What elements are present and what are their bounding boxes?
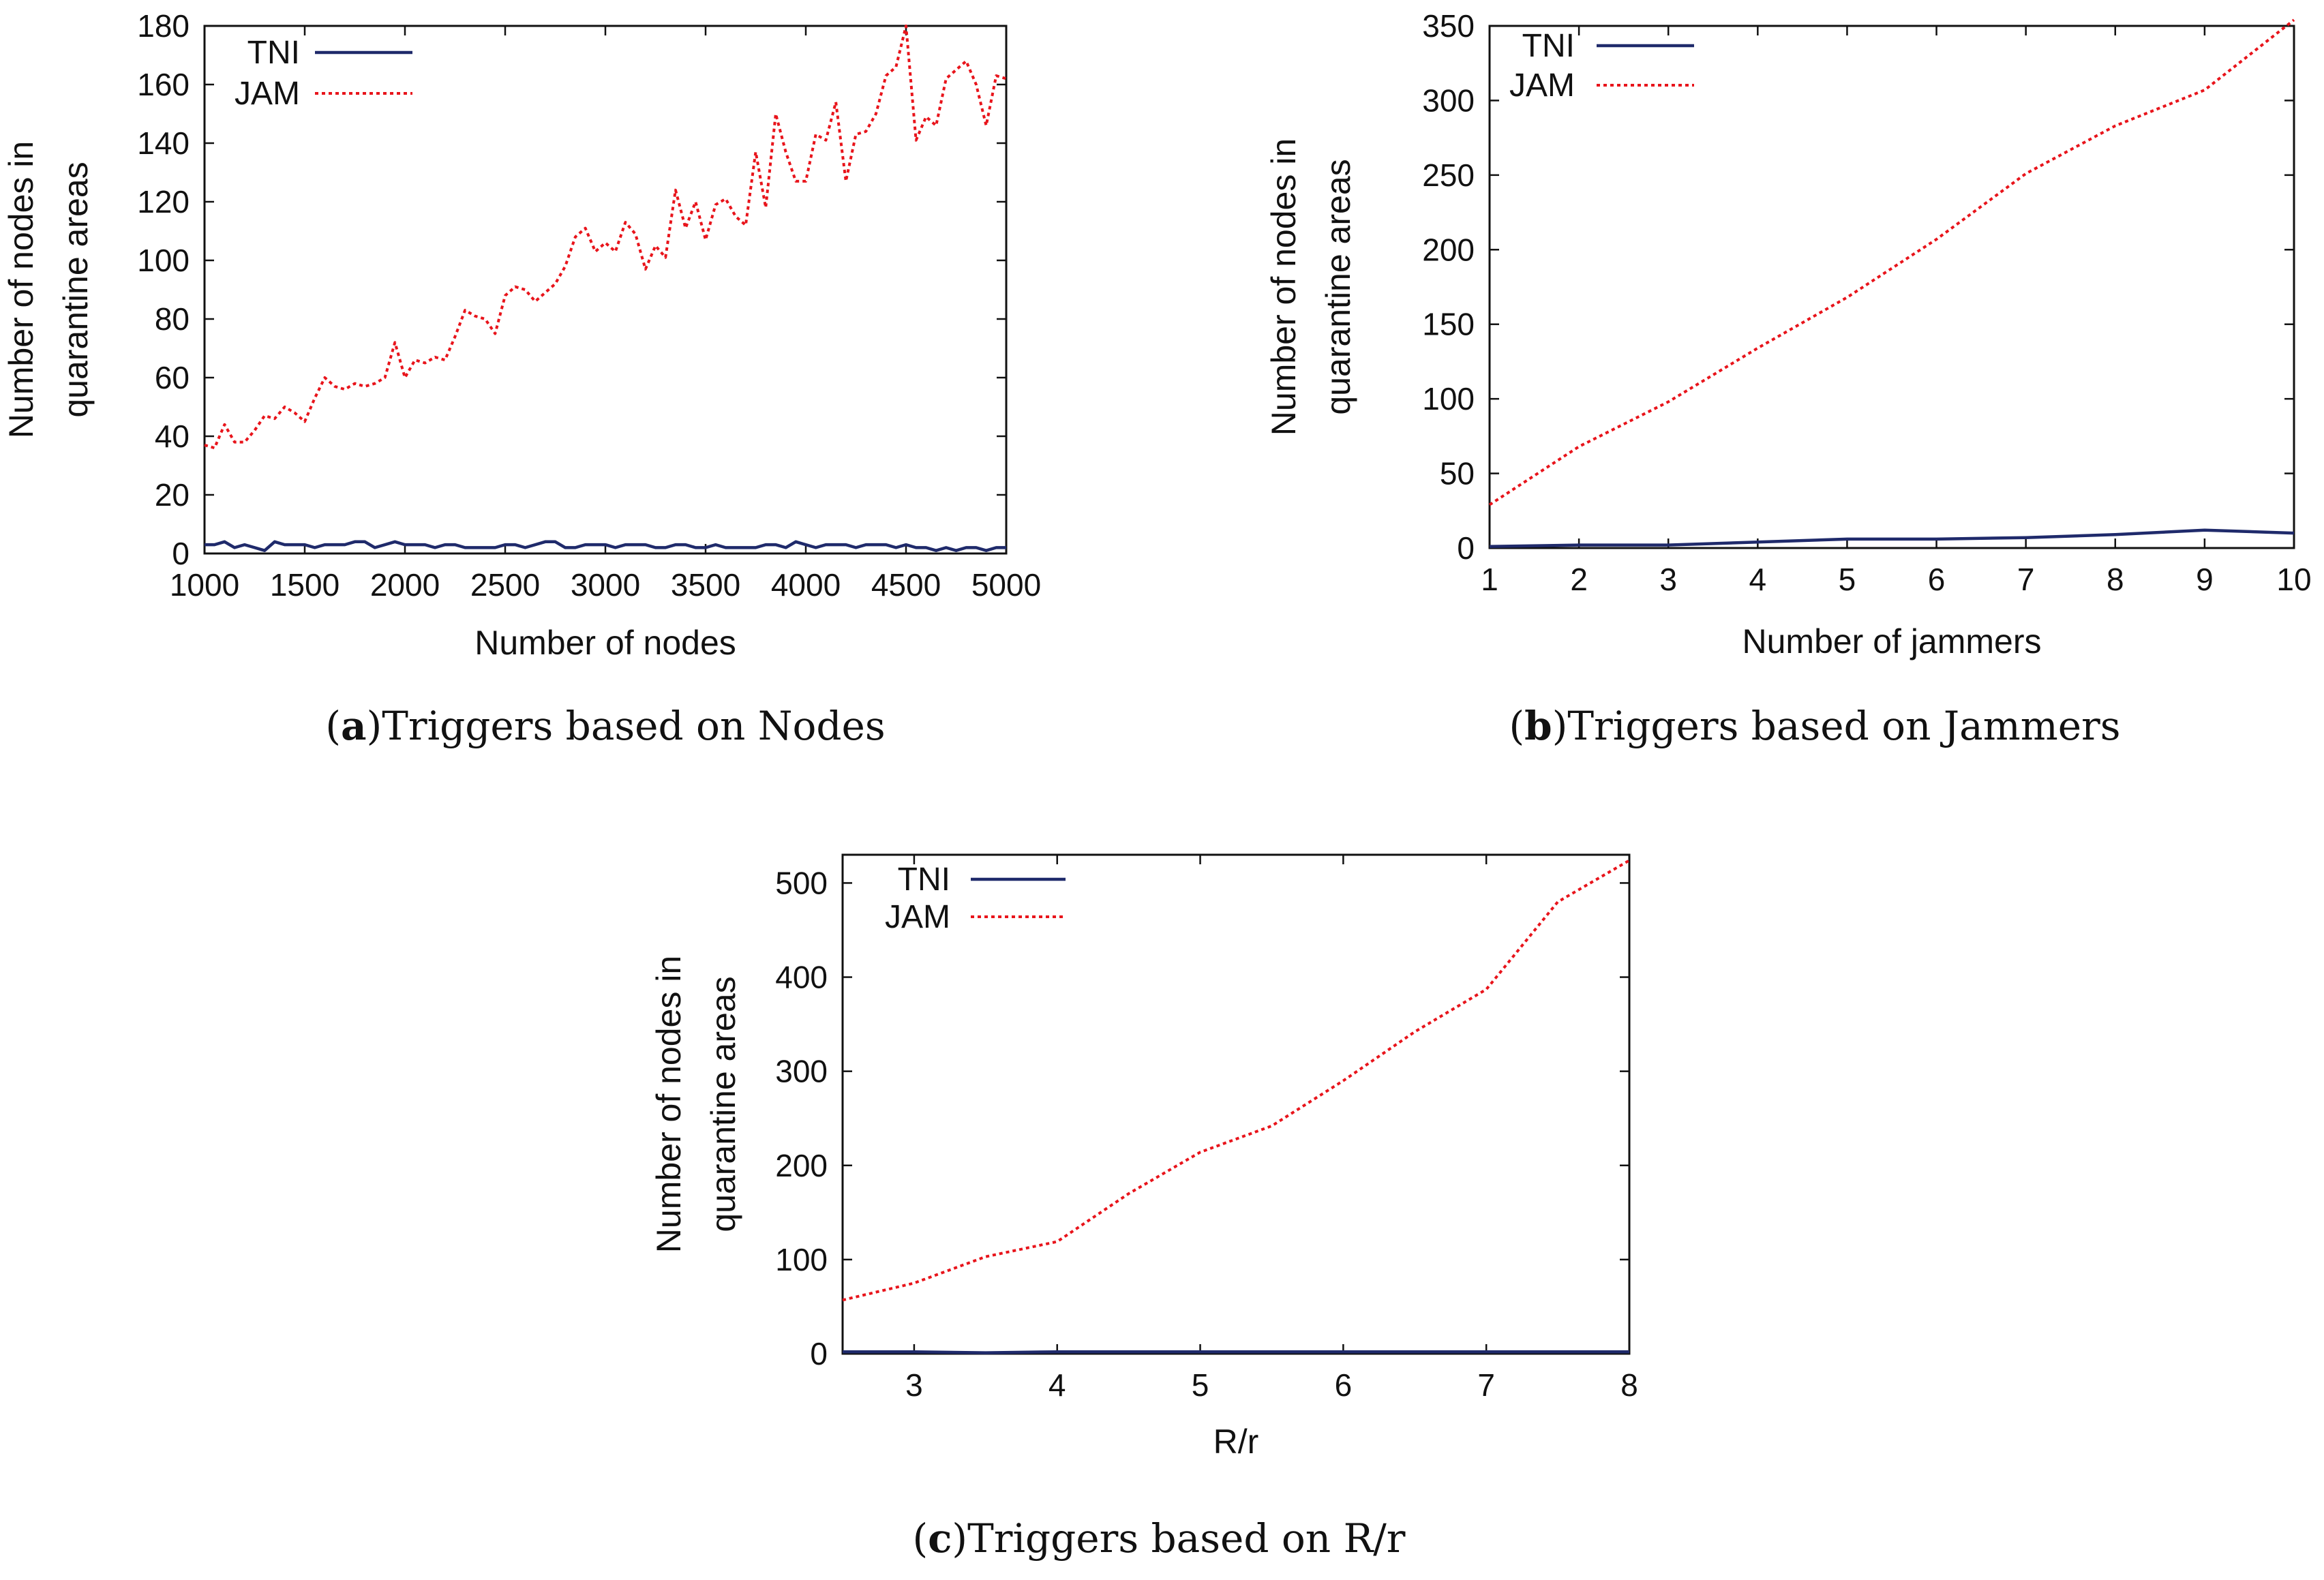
x-tick-label: 5: [1192, 1367, 1209, 1403]
y-axis-label-line2: quarantine areas: [1319, 159, 1357, 414]
plot-frame: [203, 25, 1008, 555]
series-line-jam: [842, 859, 1631, 1302]
caption-letter: c: [928, 1515, 952, 1562]
x-tick-label: 8: [2107, 562, 2124, 597]
y-tick-label: 80: [155, 301, 190, 337]
y-tick-label: 0: [1457, 530, 1475, 566]
caption: (a)Triggers based on Nodes: [325, 703, 885, 749]
series-line-tni: [205, 540, 1006, 552]
plot-frame: [1488, 25, 2295, 549]
series-line-jam: [1488, 18, 2295, 506]
y-axis-label-line1: Number of nodes in: [1265, 138, 1303, 436]
caption-letter: a: [341, 703, 367, 749]
x-axis-label: R/r: [1213, 1423, 1259, 1461]
x-tick-label: 1: [1481, 562, 1498, 597]
series-line-tni: [1489, 528, 2295, 549]
y-tick-label: 180: [137, 8, 190, 44]
x-tick-label: 4000: [771, 567, 841, 603]
y-tick-label: 0: [810, 1336, 828, 1371]
x-tick-label: 3: [1659, 562, 1677, 597]
y-tick-label: 0: [172, 536, 190, 571]
y-tick-label: 250: [1422, 157, 1475, 193]
x-tick-label: 8: [1620, 1367, 1638, 1403]
legend-label-jam: JAM: [235, 76, 300, 112]
x-tick-label: 3500: [671, 567, 740, 603]
chart-c: 3 4 5 6 7 8 0 100 200 300 400 500 R/r Number of nodes…: [650, 853, 1638, 1562]
caption-letter: b: [1524, 703, 1552, 749]
x-tick-label: 1500: [270, 567, 339, 603]
legend-label-jam: JAM: [885, 899, 950, 935]
legend-label-tni: TNI: [247, 35, 300, 71]
y-axis-label-line1: Number of nodes in: [650, 956, 688, 1253]
y-tick-label: 400: [775, 960, 828, 995]
y-axis-label-line2: quarantine areas: [704, 976, 742, 1232]
x-tick-label: 4: [1749, 562, 1767, 597]
x-tick-label: 4500: [871, 567, 941, 603]
x-tick-label: 6: [1928, 562, 1946, 597]
y-tick-label: 60: [155, 360, 190, 395]
x-tick-label: 7: [2017, 562, 2035, 597]
y-tick-label: 100: [775, 1242, 828, 1277]
y-tick-label: 100: [137, 243, 190, 278]
x-tick-label: 1000: [170, 567, 239, 603]
x-axis-label: Number of jammers: [1742, 622, 2042, 660]
y-tick-label: 200: [1422, 232, 1475, 267]
caption-text: Triggers based on R/r: [967, 1515, 1406, 1562]
x-tick-label: 7: [1477, 1367, 1495, 1403]
caption: (c)Triggers based on R/r: [912, 1515, 1405, 1562]
x-tick-label: 3: [905, 1367, 923, 1403]
y-tick-label: 100: [1422, 381, 1475, 416]
x-tick-label: 4: [1048, 1367, 1066, 1403]
y-tick-label: 350: [1422, 8, 1475, 44]
x-tick-label: 2000: [370, 567, 440, 603]
legend-label-jam: JAM: [1509, 67, 1575, 104]
y-tick-label: 500: [775, 865, 828, 900]
x-tick-label: 3000: [571, 567, 640, 603]
chart-a: 1000 1500 2000 2500 3000 3500 4000 4500 5000 0 20 4…: [2, 8, 1041, 749]
x-tick-label: 6: [1335, 1367, 1353, 1403]
plot-frame: [841, 853, 1631, 1355]
x-tick-label: 10: [2276, 562, 2311, 597]
legend-label-tni: TNI: [1522, 28, 1575, 64]
y-tick-label: 300: [1422, 82, 1475, 118]
x-tick-label: 2: [1570, 562, 1588, 597]
y-tick-label: 160: [137, 67, 190, 102]
legend: TNI JAM: [235, 35, 412, 112]
x-tick-label: 9: [2196, 562, 2214, 597]
legend-label-tni: TNI: [898, 862, 950, 898]
y-tick-label: 20: [155, 477, 190, 513]
y-tick-label: 200: [775, 1148, 828, 1183]
caption-text: Triggers based on Jammers: [1567, 703, 2120, 749]
y-axis-label-line2: quarantine areas: [57, 162, 95, 417]
y-tick-label: 40: [155, 419, 190, 454]
y-tick-label: 50: [1440, 456, 1475, 491]
y-tick-label: 300: [775, 1054, 828, 1089]
y-tick-label: 120: [137, 184, 190, 219]
x-axis-label: Number of nodes: [474, 624, 736, 662]
x-tick-label: 2500: [470, 567, 540, 603]
caption: (b)Triggers based on Jammers: [1509, 703, 2120, 749]
y-axis-label-line1: Number of nodes in: [2, 141, 40, 438]
x-tick-label: 5: [1839, 562, 1856, 597]
y-tick-label: 150: [1422, 307, 1475, 342]
x-tick-label: 5000: [971, 567, 1041, 603]
series-line-jam: [204, 25, 1007, 450]
caption-text: Triggers based on Nodes: [382, 703, 885, 749]
y-tick-label: 140: [137, 125, 190, 161]
